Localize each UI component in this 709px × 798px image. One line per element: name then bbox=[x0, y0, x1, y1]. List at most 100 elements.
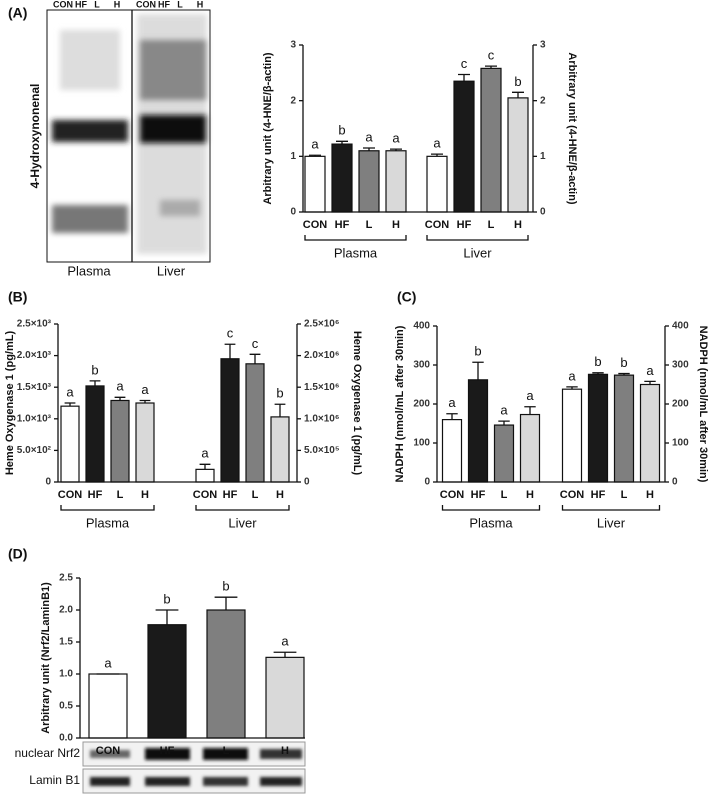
error-bar bbox=[618, 372, 630, 376]
error-bar bbox=[363, 147, 375, 151]
y2-axis-label: NADPH (nmol/mL after 30min) bbox=[697, 326, 709, 483]
significance-letter: a bbox=[104, 655, 112, 670]
significance-letter: a bbox=[201, 446, 209, 461]
error-bar bbox=[274, 403, 286, 417]
error-bar bbox=[458, 73, 470, 82]
group-bracket bbox=[441, 505, 541, 511]
bar bbox=[85, 385, 105, 483]
y-tick-label: 300 bbox=[413, 360, 430, 371]
error-bar bbox=[512, 91, 524, 98]
significance-letter: a bbox=[526, 388, 534, 403]
x-tick-label: CON bbox=[96, 745, 121, 757]
tissue-label: Liver bbox=[157, 263, 186, 278]
x-tick-label: L bbox=[223, 745, 230, 757]
group-label: Liver bbox=[597, 515, 626, 530]
bar bbox=[195, 468, 215, 483]
error-bar bbox=[485, 65, 497, 69]
error-bar bbox=[566, 386, 578, 390]
y2-axis-label: Arbitrary unit (4-HNE/β-actin) bbox=[566, 52, 578, 205]
group-label: Liver bbox=[463, 245, 492, 260]
y-tick-label: 2.0×10³ bbox=[17, 350, 52, 361]
error-bar bbox=[249, 353, 261, 364]
x-tick-label: HF bbox=[457, 219, 472, 231]
significance-letter: a bbox=[500, 403, 508, 418]
y2-tick-label: 1 bbox=[540, 151, 546, 162]
x-tick-label: H bbox=[276, 489, 284, 501]
group-bracket bbox=[60, 505, 155, 511]
panel-label: (C) bbox=[397, 289, 416, 305]
significance-letter: a bbox=[365, 129, 373, 144]
y2-tick-label: 3 bbox=[540, 40, 546, 51]
bar bbox=[60, 405, 80, 483]
bar bbox=[587, 373, 609, 483]
blot-a bbox=[46, 9, 211, 263]
bar bbox=[358, 150, 380, 213]
significance-letter: b bbox=[163, 591, 170, 606]
blot-bands bbox=[90, 748, 302, 786]
group-bracket bbox=[304, 235, 407, 241]
significance-letter: a bbox=[433, 136, 441, 151]
bar bbox=[265, 656, 305, 739]
x-tick-label: CON bbox=[440, 489, 465, 501]
x-tick-label: L bbox=[366, 219, 373, 231]
bar bbox=[507, 97, 529, 213]
blot-label: 4-Hydroxynonenal bbox=[28, 84, 42, 189]
y-tick-label: 0.5 bbox=[59, 701, 73, 712]
bar bbox=[220, 358, 240, 483]
significance-letter: a bbox=[116, 379, 124, 394]
bar bbox=[331, 143, 353, 213]
significance-letter: b bbox=[594, 354, 601, 369]
x-tick-label: CON bbox=[560, 489, 585, 501]
y2-tick-label: 0 bbox=[672, 477, 678, 488]
group-label: Plasma bbox=[86, 515, 130, 530]
bar bbox=[88, 673, 128, 739]
significance-letter: b bbox=[338, 123, 345, 138]
y2-tick-label: 300 bbox=[672, 360, 689, 371]
error-bar bbox=[336, 140, 348, 145]
y2-tick-label: 1.0×10⁶ bbox=[304, 413, 339, 424]
error-bar bbox=[592, 372, 604, 375]
bar bbox=[147, 624, 187, 739]
tissue-label: Plasma bbox=[67, 263, 111, 278]
bar bbox=[110, 399, 130, 483]
bar bbox=[493, 424, 515, 483]
significance-letter: a bbox=[448, 395, 456, 410]
y-tick-label: 2 bbox=[290, 95, 296, 106]
y2-tick-label: 100 bbox=[672, 438, 689, 449]
x-tick-label: HF bbox=[591, 489, 606, 501]
bar bbox=[639, 383, 661, 483]
y-axis-label: NADPH (nmol/mL after 30min) bbox=[394, 325, 406, 482]
error-bar bbox=[155, 609, 179, 625]
bar bbox=[441, 419, 463, 483]
panel-label: (D) bbox=[8, 546, 27, 562]
lane-label: CON bbox=[136, 0, 156, 9]
x-tick-label: H bbox=[526, 489, 534, 501]
y2-tick-label: 2.0×10⁶ bbox=[304, 350, 339, 361]
significance-letter: b bbox=[474, 344, 481, 359]
group-label: Plasma bbox=[334, 245, 378, 260]
y-tick-label: 1.0 bbox=[59, 669, 73, 680]
bar bbox=[480, 67, 502, 213]
blot-d bbox=[82, 741, 306, 794]
y-tick-label: 2.0 bbox=[59, 605, 73, 616]
significance-letter: c bbox=[227, 326, 234, 341]
y2-axis-label: Heme Oxygenase 1 (pg/mL) bbox=[351, 331, 363, 476]
y2-tick-label: 400 bbox=[672, 321, 689, 332]
significance-letter: a bbox=[66, 384, 74, 399]
significance-letter: c bbox=[488, 48, 495, 63]
error-bar bbox=[139, 399, 151, 403]
significance-letter: a bbox=[311, 137, 319, 152]
x-tick-label: H bbox=[141, 489, 149, 501]
x-tick-label: H bbox=[281, 745, 289, 757]
y-tick-label: 0 bbox=[424, 477, 430, 488]
significance-letter: b bbox=[222, 579, 229, 594]
y-tick-label: 400 bbox=[413, 321, 430, 332]
significance-letter: a bbox=[281, 634, 289, 649]
x-tick-label: HF bbox=[223, 489, 238, 501]
error-bar bbox=[431, 153, 443, 157]
x-tick-label: HF bbox=[88, 489, 103, 501]
x-tick-label: CON bbox=[425, 219, 450, 231]
y-tick-label: 1 bbox=[290, 151, 296, 162]
bar bbox=[135, 402, 155, 483]
